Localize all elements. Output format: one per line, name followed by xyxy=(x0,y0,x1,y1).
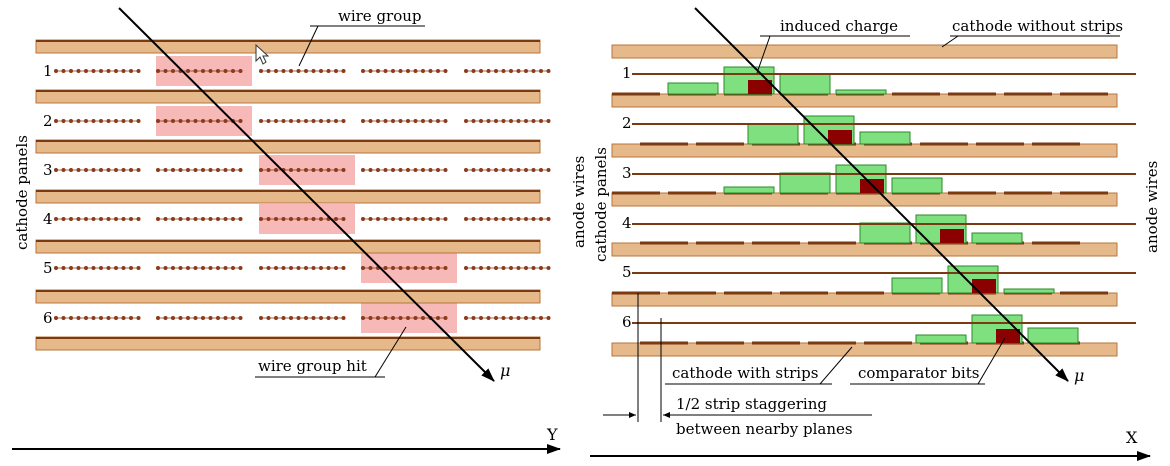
plane-number: 4 xyxy=(43,210,53,228)
wire xyxy=(341,217,346,221)
x-axis-label: X xyxy=(1126,428,1138,447)
wire xyxy=(546,168,551,172)
comparator-bits-label: comparator bits xyxy=(858,364,979,382)
plane-number: 6 xyxy=(43,309,53,327)
wire xyxy=(238,168,243,172)
cathode-without-strips-label: cathode without strips xyxy=(952,17,1123,35)
cathode-with-strips-label: cathode with strips xyxy=(672,364,818,382)
wire xyxy=(546,217,551,221)
induced-charge-bar xyxy=(971,232,1023,244)
right-muon-label: μ xyxy=(1074,366,1084,385)
wire xyxy=(136,69,141,73)
wire-group-hit-label: wire group hit xyxy=(258,357,367,375)
induced-charge-bar xyxy=(723,186,775,194)
left-wire-planes xyxy=(54,69,551,320)
cathode-panels-label: cathode panels xyxy=(13,135,31,250)
plane-number: 6 xyxy=(622,313,632,331)
plane-number: 3 xyxy=(622,164,632,182)
anode-wires-right-label: anode wires xyxy=(1143,161,1161,253)
wire-group-label: wire group xyxy=(338,7,422,25)
induced-charge-bar xyxy=(667,82,719,95)
wire xyxy=(546,119,551,123)
wire xyxy=(341,266,346,270)
comparator-bit xyxy=(748,80,772,94)
cathode-without-strips xyxy=(611,44,1118,59)
cathode-with-strips xyxy=(611,143,1118,158)
wire xyxy=(546,69,551,73)
wire xyxy=(341,69,346,73)
right-cathode-panels xyxy=(611,44,1118,357)
comparator-bit xyxy=(940,229,964,243)
wire xyxy=(136,266,141,270)
wire xyxy=(238,217,243,221)
induced-charge-bar xyxy=(779,73,831,95)
induced-charge-bar xyxy=(859,131,911,145)
wire xyxy=(341,316,346,320)
plane-number: 1 xyxy=(622,64,632,82)
left-muon-label: μ xyxy=(500,361,510,380)
plane-number: 3 xyxy=(43,161,53,179)
wire xyxy=(238,69,243,73)
induced-charge-label: induced charge xyxy=(780,17,898,35)
cathode-with-strips xyxy=(611,93,1118,108)
left-muon-track xyxy=(118,7,495,382)
right-diagram: 1 2 3 4 5 6 anode wires cathode panels anode … xyxy=(570,7,1161,461)
wire xyxy=(136,217,141,221)
comparator-bit xyxy=(972,279,996,293)
wire xyxy=(341,168,346,172)
wire xyxy=(238,266,243,270)
wire xyxy=(136,119,141,123)
induced-charge-bar xyxy=(1003,288,1055,294)
right-muon-track xyxy=(694,7,1069,382)
right-plane-numbers: 1 2 3 4 5 6 xyxy=(622,64,632,331)
induced-charge-bar xyxy=(915,334,967,344)
wire xyxy=(443,119,448,123)
plane-number: 2 xyxy=(43,112,53,130)
wire xyxy=(443,316,448,320)
cathode-panels-right-label: cathode panels xyxy=(592,147,610,262)
plane-number: 5 xyxy=(43,259,53,277)
wire xyxy=(443,69,448,73)
wire xyxy=(341,119,346,123)
staggering-line1: 1/2 strip staggering xyxy=(676,395,827,413)
wire xyxy=(136,316,141,320)
wire xyxy=(546,266,551,270)
wire xyxy=(443,217,448,221)
wire xyxy=(546,316,551,320)
plane-number: 2 xyxy=(622,114,632,132)
plane-number: 5 xyxy=(622,263,632,281)
cathode-with-strips xyxy=(611,242,1118,257)
induced-charge-bar xyxy=(891,177,943,194)
wire xyxy=(443,168,448,172)
plane-number: 1 xyxy=(43,62,53,80)
y-axis-label: Y xyxy=(546,425,558,444)
cathode-with-strips xyxy=(611,292,1118,307)
comparator-bit xyxy=(828,130,852,144)
induced-charge-bar xyxy=(1027,327,1079,344)
cathode-with-strips xyxy=(611,192,1118,207)
comparator-bit xyxy=(996,329,1020,343)
right-anode-wires xyxy=(632,73,1136,324)
left-cathode-panels xyxy=(35,39,541,351)
induced-charge-bar xyxy=(891,277,943,294)
left-plane-numbers: 1 2 3 4 5 6 xyxy=(43,62,53,327)
induced-charge-bar xyxy=(859,222,911,244)
staggering-line2: between nearby planes xyxy=(676,420,853,438)
left-diagram: 1 2 3 4 5 6 cathode panels wire group wire gr… xyxy=(12,7,561,454)
wire xyxy=(238,316,243,320)
induced-charge-bar xyxy=(835,89,887,95)
plane-number: 4 xyxy=(622,214,632,232)
wire xyxy=(238,119,243,123)
wire xyxy=(443,266,448,270)
induced-charge-bar xyxy=(779,172,831,194)
induced-charge-bar xyxy=(747,123,799,145)
wire xyxy=(136,168,141,172)
anode-wires-left-label: anode wires xyxy=(570,156,588,248)
cursor-icon xyxy=(255,43,270,65)
